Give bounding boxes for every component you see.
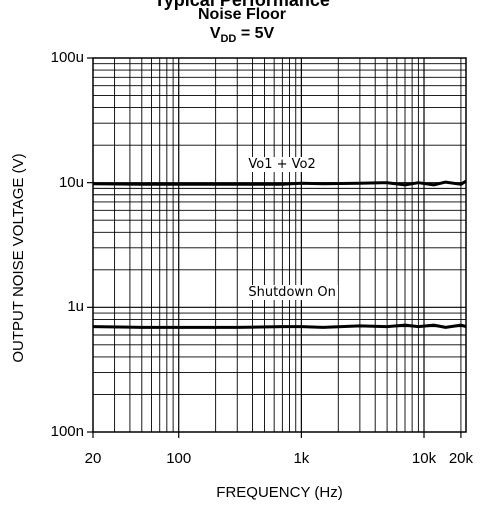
series-line-vo1-vo2 xyxy=(92,179,467,187)
chart-subtitle: VDD = 5V xyxy=(0,25,484,45)
y-tick-label: 1u xyxy=(67,298,84,316)
x-tick-label: 1k xyxy=(293,450,310,467)
x-tick-label: 20k xyxy=(448,450,474,467)
subtitle-v: V xyxy=(209,25,221,42)
y-tick-label: 100u xyxy=(50,49,84,66)
y-tick-label: 10u xyxy=(58,173,84,191)
subtitle-sub: DD xyxy=(220,33,237,46)
plot-area xyxy=(93,58,466,432)
clipped-heading: Typical Performance xyxy=(154,0,330,10)
x-tick-label: 100 xyxy=(166,450,192,467)
annotation-vo1-vo2: Vo1 + Vo2 xyxy=(246,157,318,173)
series-line-shutdown-on xyxy=(92,323,467,329)
x-tick-label: 20 xyxy=(84,450,102,467)
chart-title: Noise Floor xyxy=(197,6,286,23)
plot-frame xyxy=(92,57,467,433)
y-tick-label: 100n xyxy=(50,423,84,440)
x-axis-label: FREQUENCY (Hz) xyxy=(216,484,343,501)
subtitle-rest: = 5V xyxy=(236,25,275,42)
annotation-shutdown-on: Shutdown On xyxy=(246,284,338,300)
x-tick-label: 10k xyxy=(411,450,437,467)
